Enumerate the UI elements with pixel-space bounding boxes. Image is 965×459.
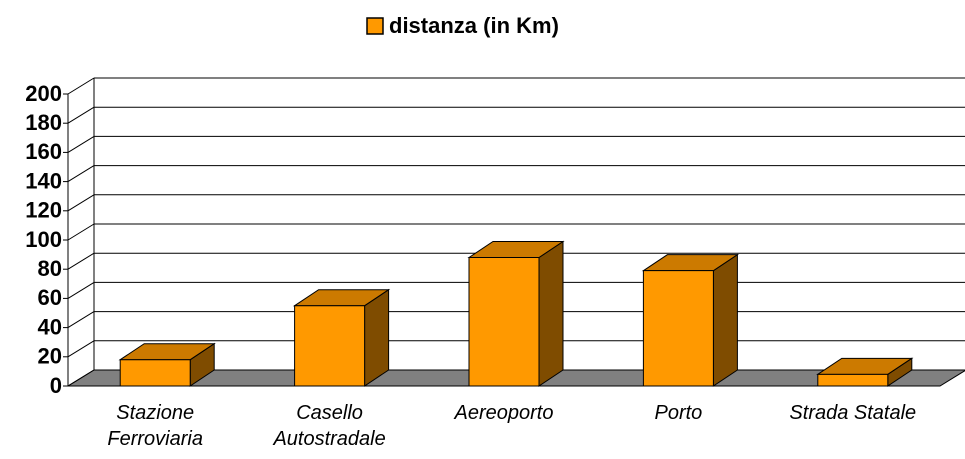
y-tick-label: 120: [25, 198, 62, 223]
grid-line-side: [67, 223, 95, 241]
bar-side: [538, 240, 564, 387]
bar: [816, 357, 914, 387]
y-tick-label: 0: [50, 373, 62, 398]
x-tick-label: Strada Statale: [789, 402, 917, 424]
y-tick-label: 20: [38, 344, 62, 369]
bar: [118, 342, 216, 387]
grid-line-side: [67, 135, 95, 153]
y-tick-label: 80: [38, 256, 62, 281]
y-tick-label: 60: [38, 285, 62, 310]
bar-side: [364, 288, 390, 387]
x-tick-label: Stazione Ferroviaria: [107, 402, 203, 450]
bar: [292, 288, 391, 387]
legend-swatch: [366, 17, 384, 35]
y-tick-label: 140: [25, 168, 62, 193]
grid-line-side: [67, 281, 95, 299]
grid-line-side: [67, 369, 95, 387]
grid-line-side: [67, 252, 95, 270]
bar-front: [642, 270, 714, 387]
bar-front: [119, 359, 191, 387]
grid-line-side: [67, 77, 95, 95]
y-tick-label: 180: [25, 110, 62, 135]
y-tick-label: 40: [38, 314, 62, 339]
grid-line-side: [67, 194, 95, 212]
grid-line-side: [67, 165, 95, 183]
legend-label: distanza (in Km): [389, 13, 559, 38]
grid-line-side: [67, 106, 95, 124]
bar: [467, 240, 565, 387]
bar-front: [817, 373, 889, 387]
y-tick-label: 100: [25, 227, 62, 252]
y-tick-label: 200: [25, 81, 62, 106]
grid-line-side: [67, 311, 95, 329]
grid-line-side: [67, 340, 95, 358]
y-tick-label: 160: [25, 139, 62, 164]
bar: [641, 253, 740, 387]
x-tick-label: Aereoporto: [454, 402, 554, 424]
x-tick-label: Porto: [654, 402, 703, 424]
bar-front: [468, 257, 540, 387]
bar-side: [712, 253, 738, 387]
x-tick-label: Casello Autostradale: [273, 402, 386, 450]
bar-front: [294, 305, 366, 387]
